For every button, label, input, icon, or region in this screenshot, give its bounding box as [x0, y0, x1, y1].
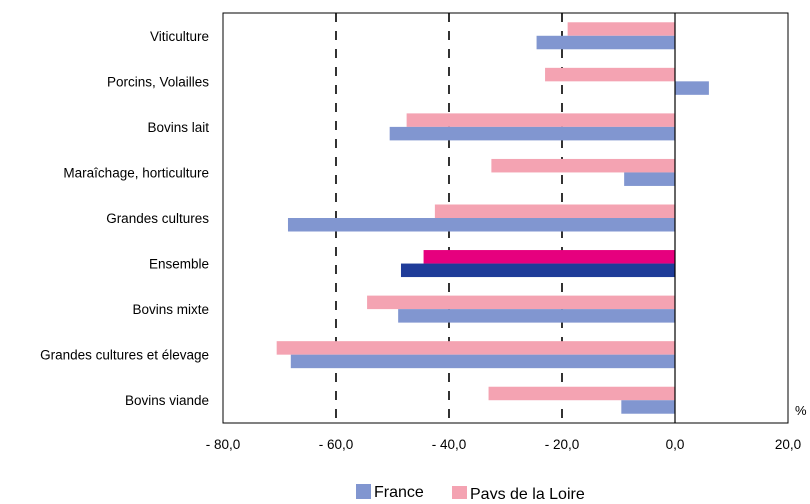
bar-pays-de-la-loire-grandes-cultures [434, 204, 675, 218]
legend-swatch-france [356, 484, 371, 499]
bar-pays-de-la-loire-maraichage-horticulture [491, 158, 675, 173]
bar-france-bovins-mixte [398, 309, 675, 323]
bar-france-maraichage-horticulture [624, 172, 675, 186]
bar-france-grandes-cultures-et-elevage [290, 354, 675, 369]
x-tick-label: - 80,0 [206, 437, 241, 452]
category-labels: Viticulture Porcins, Volailles Bovins lait… [40, 29, 209, 408]
bar-pays-de-la-loire-porcins-volailles [545, 67, 675, 82]
bar-france-bovins-viande [621, 400, 675, 414]
category-label: Bovins lait [147, 120, 209, 135]
bars [276, 22, 709, 414]
bar-france-grandes-cultures [287, 218, 675, 232]
bar-pays-de-la-loire-bovins-lait [406, 113, 675, 127]
category-label: Porcins, Volailles [107, 74, 209, 89]
category-label: Viticulture [150, 29, 209, 44]
x-tick-label: - 40,0 [432, 437, 467, 452]
bar-france-ensemble [400, 263, 675, 278]
category-label: Bovins viande [125, 393, 209, 408]
bar-pays-de-la-loire-bovins-mixte [367, 295, 675, 310]
bar-pays-de-la-loire-ensemble [423, 250, 675, 264]
x-tick-label: 20,0 [775, 437, 801, 452]
unit-label: % [795, 403, 807, 418]
legend: France Pays de la Loire [356, 484, 585, 503]
legend-label-pays-de-la-loire: Pays de la Loire [470, 486, 585, 499]
x-tick-label: 0,0 [666, 437, 685, 452]
bar-france-viticulture [536, 35, 675, 50]
bar-pays-de-la-loire-viticulture [567, 22, 675, 36]
category-label: Maraîchage, horticulture [63, 165, 209, 180]
x-tick-labels: - 80,0 - 60,0 - 40,0 - 20,0 0,0 20,0 [206, 437, 801, 452]
category-label: Grandes cultures [106, 211, 209, 226]
category-label: Bovins mixte [132, 302, 209, 317]
category-label: Ensemble [149, 257, 209, 272]
bar-france-porcins-volailles [675, 81, 709, 95]
category-label: Grandes cultures et élevage [40, 348, 209, 363]
x-tick-label: - 60,0 [319, 437, 354, 452]
legend-label-france: France [374, 484, 424, 499]
bar-france-bovins-lait [389, 126, 675, 141]
x-tick-label: - 20,0 [545, 437, 580, 452]
bar-pays-de-la-loire-grandes-cultures-et-elevage [276, 341, 675, 355]
bar-pays-de-la-loire-bovins-viande [488, 386, 675, 401]
legend-swatch-pays-de-la-loire [452, 486, 467, 501]
